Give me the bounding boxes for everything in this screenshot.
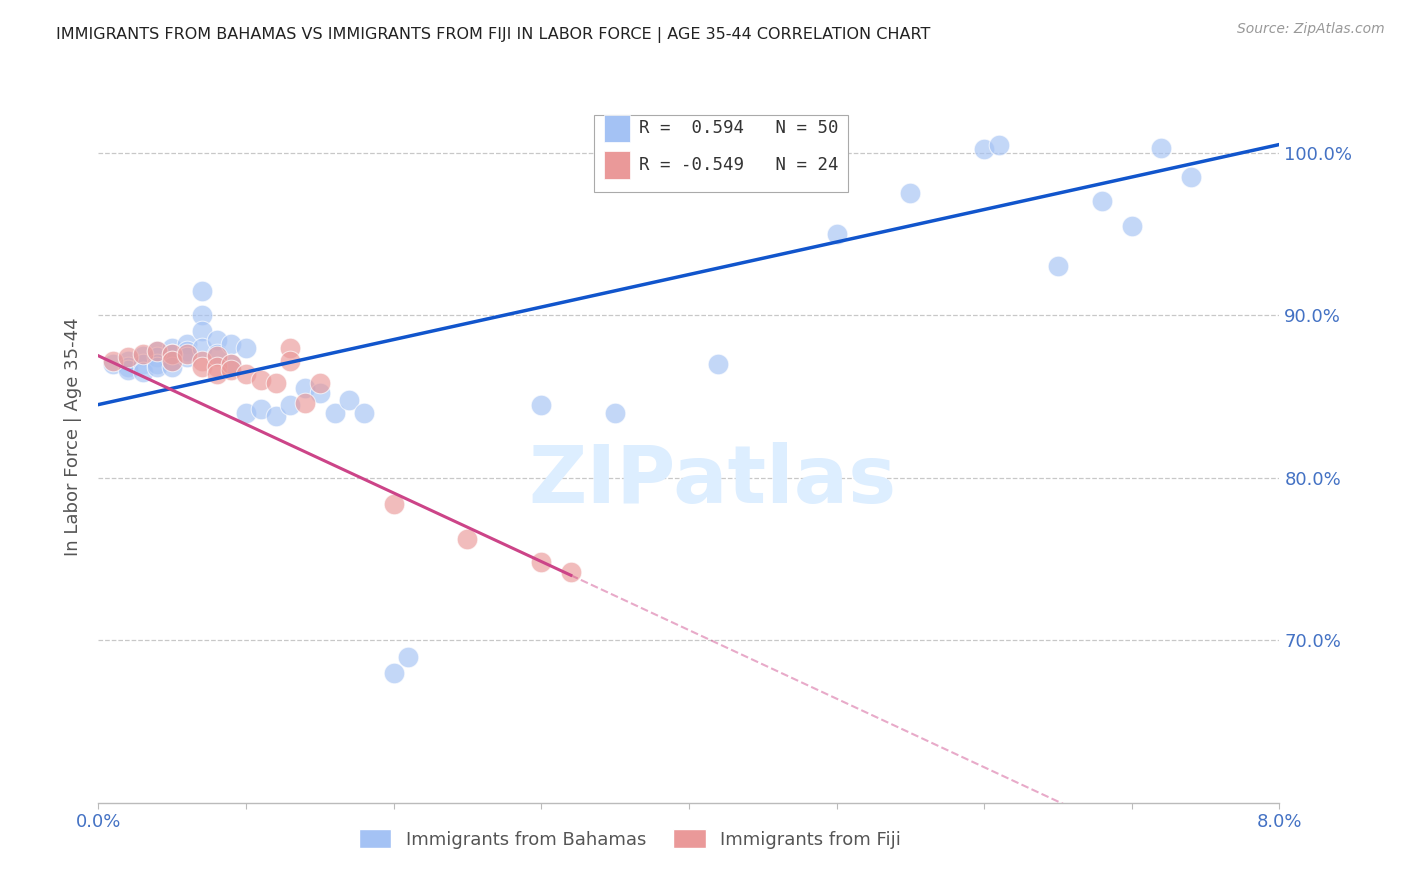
Point <box>309 386 332 401</box>
Point <box>353 406 375 420</box>
Point <box>900 186 922 201</box>
Point <box>221 337 243 351</box>
Point <box>117 351 139 365</box>
Point <box>1180 169 1202 184</box>
Point <box>117 360 139 375</box>
FancyBboxPatch shape <box>605 114 630 143</box>
Point <box>264 409 287 423</box>
Text: Source: ZipAtlas.com: Source: ZipAtlas.com <box>1237 22 1385 37</box>
Point <box>221 363 243 377</box>
FancyBboxPatch shape <box>605 151 630 179</box>
Point <box>176 343 198 358</box>
Point <box>117 363 139 377</box>
Point <box>162 353 183 368</box>
Point <box>146 351 169 365</box>
Point <box>457 533 479 547</box>
Point <box>988 137 1011 152</box>
Point <box>191 360 214 375</box>
Point <box>205 360 228 375</box>
Point <box>162 360 183 375</box>
Text: ZIPatlas: ZIPatlas <box>529 442 897 520</box>
Point <box>235 341 257 355</box>
Point <box>205 347 228 361</box>
Point <box>280 398 302 412</box>
Point <box>117 353 139 368</box>
Point <box>294 381 316 395</box>
Point <box>280 353 302 368</box>
Point <box>191 325 214 339</box>
Point <box>176 337 198 351</box>
Point <box>235 367 257 381</box>
Point <box>191 353 214 368</box>
Point <box>146 343 169 358</box>
Point <box>103 357 125 371</box>
Point <box>176 351 198 365</box>
Point <box>162 347 183 361</box>
FancyBboxPatch shape <box>595 115 848 192</box>
Point <box>339 392 361 407</box>
Point <box>162 341 183 355</box>
Point <box>146 357 169 371</box>
Point <box>323 406 346 420</box>
Point <box>707 357 730 371</box>
Text: R =  0.594   N = 50: R = 0.594 N = 50 <box>640 120 839 137</box>
Point <box>280 341 302 355</box>
Point <box>605 406 627 420</box>
Point <box>191 308 214 322</box>
Point <box>176 347 198 361</box>
Point <box>235 406 257 420</box>
Point <box>1121 219 1143 233</box>
Point <box>382 665 405 680</box>
Point <box>162 347 183 361</box>
Point <box>132 347 155 361</box>
Point <box>162 353 183 368</box>
Point <box>1091 194 1114 209</box>
Text: IMMIGRANTS FROM BAHAMAS VS IMMIGRANTS FROM FIJI IN LABOR FORCE | AGE 35-44 CORRE: IMMIGRANTS FROM BAHAMAS VS IMMIGRANTS FR… <box>56 27 931 43</box>
Point <box>221 357 243 371</box>
Point <box>191 284 214 298</box>
Point <box>191 341 214 355</box>
Point <box>205 367 228 381</box>
Point <box>530 398 553 412</box>
Point <box>132 349 155 363</box>
Point <box>146 360 169 375</box>
Text: R = -0.549   N = 24: R = -0.549 N = 24 <box>640 156 839 174</box>
Point <box>973 142 995 156</box>
Point <box>1150 141 1173 155</box>
Point <box>294 396 316 410</box>
Point <box>132 365 155 379</box>
Point <box>382 497 405 511</box>
Point <box>132 357 155 371</box>
Point <box>205 333 228 347</box>
Point <box>825 227 848 241</box>
Point <box>1046 260 1070 274</box>
Y-axis label: In Labor Force | Age 35-44: In Labor Force | Age 35-44 <box>65 318 83 557</box>
Point <box>205 349 228 363</box>
Point <box>146 343 169 358</box>
Point <box>264 376 287 391</box>
Point <box>398 649 420 664</box>
Point <box>221 357 243 371</box>
Point <box>250 402 273 417</box>
Legend: Immigrants from Bahamas, Immigrants from Fiji: Immigrants from Bahamas, Immigrants from… <box>352 822 908 856</box>
Point <box>250 373 273 387</box>
Point <box>103 353 125 368</box>
Point <box>560 565 582 579</box>
Point <box>309 376 332 391</box>
Point <box>530 555 553 569</box>
